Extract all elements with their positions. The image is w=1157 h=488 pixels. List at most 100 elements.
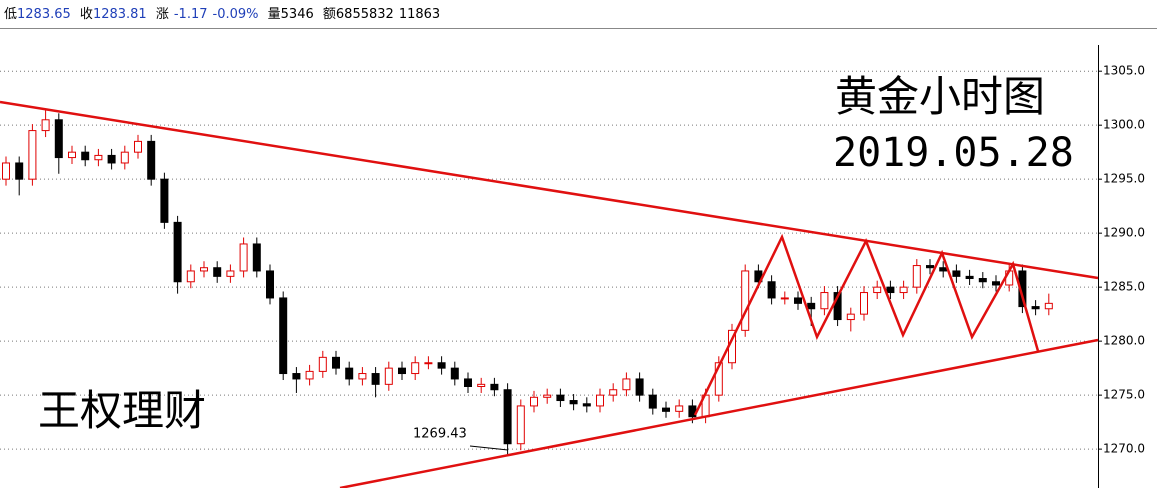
header-value: 5346 bbox=[281, 7, 314, 22]
candle-body bbox=[15, 162, 24, 180]
candle-body bbox=[1044, 302, 1053, 310]
header-bar bbox=[0, 0, 1157, 28]
candle-body bbox=[279, 297, 288, 375]
candle-body bbox=[675, 405, 684, 412]
candle-body bbox=[952, 270, 961, 277]
candle-body bbox=[424, 362, 433, 365]
candle-body bbox=[530, 396, 538, 407]
header-label: 低 bbox=[4, 7, 17, 22]
candle-body bbox=[596, 394, 604, 407]
candle-body bbox=[358, 373, 367, 380]
candle-body bbox=[160, 178, 169, 223]
header-value: 11863 bbox=[399, 7, 440, 22]
candle-body bbox=[450, 367, 459, 380]
candle-body bbox=[411, 362, 420, 375]
candle-body bbox=[332, 356, 340, 369]
candle-body bbox=[780, 297, 789, 300]
resistance-line bbox=[0, 100, 1099, 280]
candle-body bbox=[239, 243, 248, 272]
y-tick-label: 1270.0 bbox=[1103, 442, 1145, 456]
candle-body bbox=[318, 356, 327, 372]
candle-body bbox=[147, 140, 156, 180]
y-tick-label: 1295.0 bbox=[1103, 172, 1145, 186]
candle-body bbox=[398, 367, 406, 375]
candle-body bbox=[582, 403, 591, 407]
candle-body bbox=[186, 270, 195, 283]
candle-body bbox=[556, 394, 565, 402]
candle-body bbox=[68, 151, 76, 159]
y-tick-label: 1300.0 bbox=[1103, 118, 1145, 132]
candle-body bbox=[477, 383, 486, 387]
y-tick-label: 1290.0 bbox=[1103, 226, 1145, 240]
candle-body bbox=[886, 286, 895, 294]
candle-body bbox=[926, 265, 934, 269]
y-tick-label: 1305.0 bbox=[1103, 64, 1145, 78]
header-value: -1.17 bbox=[174, 7, 208, 22]
candle-body bbox=[860, 292, 868, 315]
candle-body bbox=[1031, 306, 1040, 310]
candle-body bbox=[305, 370, 314, 380]
candle-body bbox=[543, 394, 552, 398]
candle-body bbox=[490, 383, 499, 391]
y-tick-label: 1285.0 bbox=[1103, 280, 1145, 294]
candle-body bbox=[384, 367, 393, 385]
candle-body bbox=[635, 378, 644, 396]
trendlines bbox=[0, 100, 1099, 488]
candle-body bbox=[107, 154, 116, 164]
header-value: -0.09% bbox=[213, 7, 259, 22]
support-line bbox=[339, 338, 1099, 488]
candle-body bbox=[94, 154, 103, 161]
candle-body bbox=[213, 267, 222, 277]
candle-body bbox=[437, 362, 446, 369]
candle-body bbox=[134, 140, 142, 153]
candle-body bbox=[81, 151, 90, 161]
candle-body bbox=[622, 378, 631, 391]
candle-body bbox=[252, 243, 261, 272]
low-label: 1269.43 bbox=[413, 427, 467, 442]
title: 黄金小时图 bbox=[835, 72, 1045, 121]
candle-body bbox=[173, 221, 182, 283]
candle-body bbox=[516, 405, 525, 445]
header-value: 1283.81 bbox=[93, 7, 147, 22]
candle-body bbox=[609, 389, 618, 396]
candle-body bbox=[120, 151, 129, 164]
candle-body bbox=[978, 278, 987, 283]
candle-body bbox=[345, 367, 354, 380]
header-label: 量 bbox=[268, 7, 281, 22]
candle-body bbox=[464, 378, 472, 387]
y-tick-label: 1275.0 bbox=[1103, 388, 1145, 402]
candle-body bbox=[846, 313, 855, 321]
candles bbox=[2, 108, 1053, 456]
candle-body bbox=[741, 270, 750, 331]
candle-body bbox=[266, 270, 274, 299]
header-value: 6855832 bbox=[336, 7, 394, 22]
watermark: 王权理财 bbox=[38, 386, 206, 435]
candle-body bbox=[912, 265, 921, 288]
candle-body bbox=[688, 405, 697, 418]
zigzag bbox=[693, 233, 1040, 416]
candle-body bbox=[28, 130, 37, 180]
candle-body bbox=[794, 297, 802, 304]
low-pointer bbox=[469, 445, 509, 451]
candle-body bbox=[54, 119, 63, 159]
candle-body bbox=[569, 400, 578, 405]
candle-body bbox=[2, 162, 10, 180]
candle-body bbox=[767, 281, 776, 299]
date: 2019.05.28 bbox=[833, 130, 1074, 176]
candle-body bbox=[807, 302, 816, 310]
candle-body bbox=[200, 267, 208, 272]
header-value: 1283.65 bbox=[17, 7, 71, 22]
candle-body bbox=[648, 394, 657, 409]
header-label: 额 bbox=[323, 7, 336, 22]
candle-body bbox=[503, 389, 512, 445]
candle-body bbox=[992, 281, 1000, 286]
header-label: 收 bbox=[80, 7, 93, 22]
header-label: 涨 bbox=[156, 7, 169, 22]
candle-body bbox=[226, 270, 235, 277]
y-tick-label: 1280.0 bbox=[1103, 334, 1145, 348]
candle-body bbox=[820, 292, 829, 310]
candle-body bbox=[939, 267, 948, 272]
candle-body bbox=[714, 362, 723, 396]
